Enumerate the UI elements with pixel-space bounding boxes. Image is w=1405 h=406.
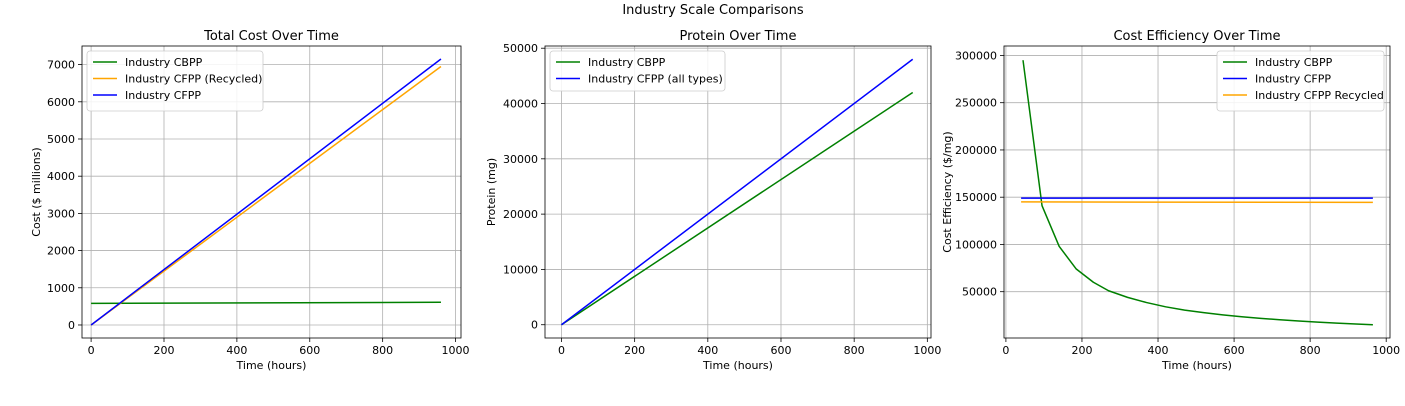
y-tick-label: 20000 [503,208,538,221]
legend: Industry CBPP Industry CFPP (all types) [550,51,725,91]
y-tick-label: 150000 [955,191,997,204]
x-tick-label: 800 [372,344,393,357]
y-tick-label: 3000 [47,207,75,220]
legend-entry: Industry CFPP Recycled [1255,89,1384,102]
x-tick-label: 0 [1002,344,1009,357]
x-axis-label: Time (hours) [702,359,773,372]
legend-entry: Industry CBPP [125,56,203,69]
y-tick-label: 100000 [955,238,997,251]
y-tick-label: 5000 [47,133,75,146]
y-tick-label: 4000 [47,170,75,183]
y-tick-label: 50000 [962,286,997,299]
y-axis-label: Protein (mg) [485,158,498,226]
x-tick-label: 400 [697,344,718,357]
x-axis-label: Time (hours) [1161,359,1232,372]
x-tick-label: 200 [624,344,645,357]
legend-entry: Industry CFPP (all types) [588,73,723,86]
y-tick-label: 1000 [47,282,75,295]
x-tick-label: 0 [88,344,95,357]
y-tick-label: 10000 [503,263,538,276]
y-tick-label: 250000 [955,97,997,110]
x-tick-label: 600 [1224,344,1245,357]
legend-entry: Industry CBPP [588,56,666,69]
x-axis-label: Time (hours) [236,359,307,372]
y-tick-label: 300000 [955,49,997,62]
x-tick-label: 800 [1300,344,1321,357]
chart-title: Protein Over Time [680,29,797,44]
x-tick-label: 400 [1148,344,1169,357]
x-tick-label: 1000 [913,344,941,357]
x-tick-label: 1000 [442,344,470,357]
y-tick-label: 0 [68,319,75,332]
y-tick-label: 40000 [503,98,538,111]
x-tick-label: 200 [153,344,174,357]
y-tick-label: 0 [531,319,538,332]
y-tick-label: 2000 [47,245,75,258]
x-tick-label: 200 [1071,344,1092,357]
legend-entry: Industry CFPP [1255,73,1331,86]
legend-entry: Industry CFPP [125,89,201,102]
y-tick-label: 6000 [47,96,75,109]
x-tick-label: 0 [558,344,565,357]
figure-suptitle: Industry Scale Comparisons [622,3,804,18]
legend: Industry CBPP Industry CFPP (Recycled) Ind… [87,51,263,111]
x-tick-label: 1000 [1372,344,1400,357]
x-tick-label: 600 [770,344,791,357]
chart-title: Cost Efficiency Over Time [1113,29,1280,44]
chart-title: Total Cost Over Time [203,29,339,44]
x-tick-label: 600 [299,344,320,357]
y-tick-label: 200000 [955,144,997,157]
y-axis-label: Cost ($ millions) [30,147,43,236]
y-tick-label: 7000 [47,59,75,72]
y-tick-label: 50000 [503,42,538,55]
y-axis-label: Cost Efficiency ($/mg) [941,131,954,252]
y-tick-label: 30000 [503,153,538,166]
legend: Industry CBPP Industry CFPP Industry CFPP … [1217,51,1384,111]
x-tick-label: 800 [844,344,865,357]
legend-entry: Industry CFPP (Recycled) [125,73,262,86]
legend-entry: Industry CBPP [1255,56,1333,69]
x-tick-label: 400 [226,344,247,357]
